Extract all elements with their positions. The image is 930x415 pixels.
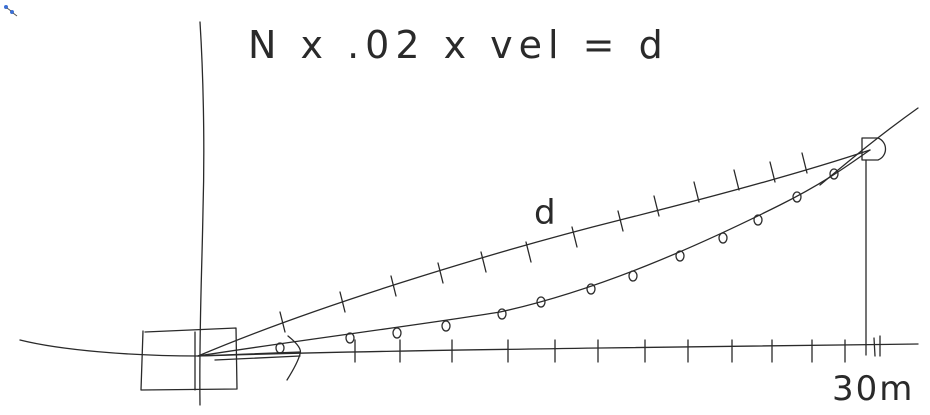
upper-line bbox=[197, 149, 871, 357]
upper-tick bbox=[653, 195, 660, 217]
trajectory-marker bbox=[675, 250, 685, 262]
trajectory-marker bbox=[586, 283, 596, 295]
trajectory-marker bbox=[829, 168, 839, 180]
lower-curve bbox=[197, 149, 871, 357]
upper-tick bbox=[339, 291, 346, 313]
vertical-axis bbox=[199, 21, 205, 406]
upper-tick bbox=[437, 262, 444, 284]
upper-tick bbox=[279, 311, 286, 333]
trajectory-marker bbox=[628, 270, 638, 282]
trajectory-marker bbox=[792, 191, 802, 203]
trajectory-marker bbox=[441, 320, 451, 332]
end-ticks bbox=[873, 335, 881, 357]
target-marker bbox=[861, 137, 887, 161]
distance-label: 30m bbox=[832, 369, 914, 409]
ground-curve bbox=[19, 339, 919, 357]
trajectory-marker bbox=[753, 214, 763, 226]
origin-box bbox=[140, 327, 238, 391]
pen-cursor-icon bbox=[4, 5, 18, 17]
formula-text: N x .02 x vel = d bbox=[248, 23, 669, 67]
trajectory-marker bbox=[345, 332, 355, 344]
trajectory-marker bbox=[536, 296, 546, 308]
upper-tick bbox=[769, 161, 776, 183]
trajectory-marker bbox=[392, 327, 402, 339]
lower-markers bbox=[275, 168, 839, 354]
upper-tick bbox=[390, 275, 397, 297]
upper-tick bbox=[733, 169, 740, 191]
upper-ticks bbox=[279, 152, 808, 333]
upper-tick bbox=[617, 210, 624, 232]
upper-tick bbox=[571, 226, 578, 248]
upper-tick bbox=[525, 241, 532, 263]
velocity-arrow bbox=[197, 335, 302, 381]
trajectory-marker bbox=[497, 308, 507, 320]
upper-tick bbox=[801, 152, 808, 174]
upper-tick bbox=[480, 251, 487, 273]
curve-label: d bbox=[534, 193, 556, 233]
diagonal-extension bbox=[819, 107, 919, 186]
trajectory-marker bbox=[275, 342, 285, 354]
trajectory-marker bbox=[718, 232, 728, 244]
upper-tick bbox=[693, 181, 700, 203]
ground-ticks bbox=[354, 339, 846, 363]
